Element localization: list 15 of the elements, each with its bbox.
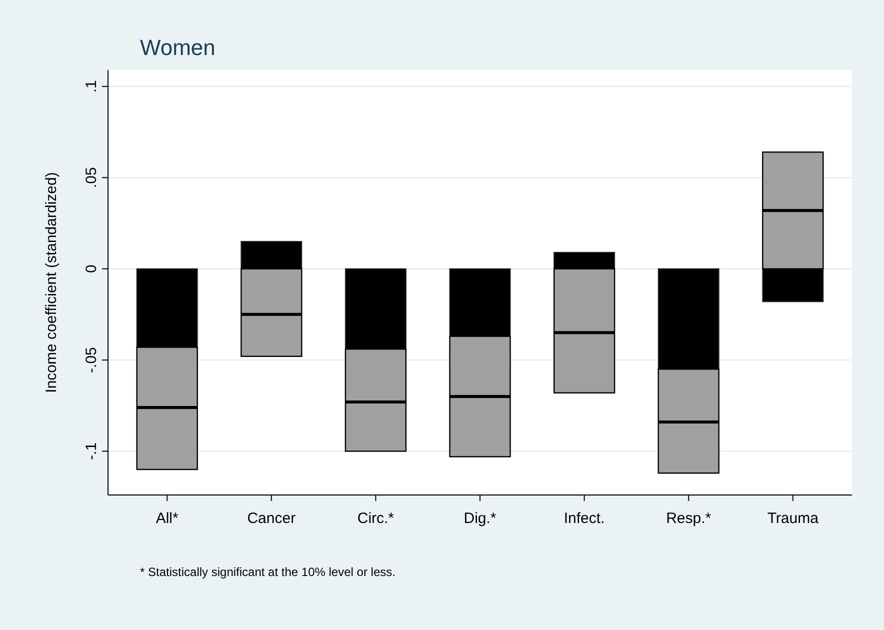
x-tick-label: All* (156, 510, 179, 527)
y-tick-label: -.1 (83, 442, 100, 460)
y-axis-title: Income coefficient (standardized) (43, 172, 60, 393)
x-tick-label: Dig.* (464, 510, 496, 527)
x-tick-label: Infect. (564, 510, 605, 527)
x-tick-label: Trauma (767, 510, 820, 527)
y-tick-label: .1 (83, 80, 100, 93)
x-tick-label: Cancer (247, 510, 296, 527)
text: * Statistically significant at the 10% level or less. (140, 565, 396, 579)
y-tick-label: .05 (83, 167, 100, 188)
x-tick-label: Circ.* (357, 510, 394, 527)
y-tick-label: -.05 (83, 347, 100, 373)
x-tick-label: Resp.* (666, 510, 712, 527)
chart-title: Women (140, 35, 216, 60)
y-tick-label: 0 (83, 264, 100, 273)
